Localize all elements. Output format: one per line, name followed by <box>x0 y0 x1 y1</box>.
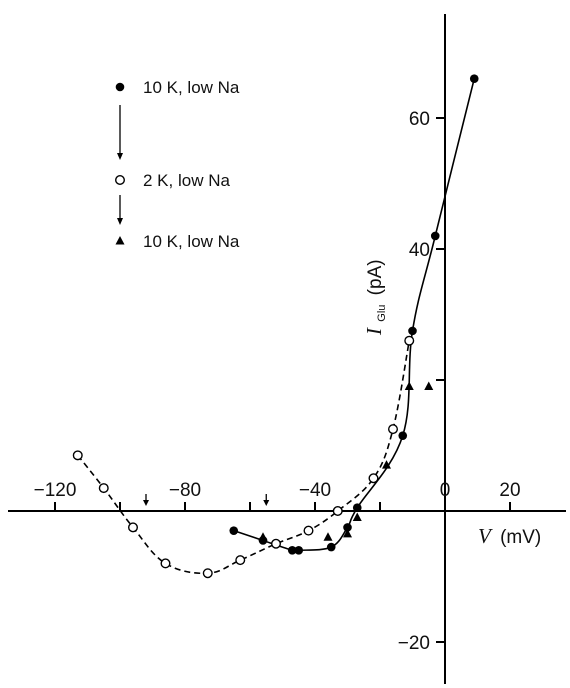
filled-triangle-point <box>424 381 434 391</box>
series-line-2 <box>77 340 411 575</box>
marker-arrow-head <box>143 500 149 506</box>
x-axis-unit: (mV) <box>500 527 541 548</box>
filled-circle-point <box>229 526 239 535</box>
legend-marker-filled-triangle <box>115 236 125 245</box>
x-tick-label: 0 <box>440 480 451 501</box>
legend-label: 10 K, low Na <box>143 78 240 97</box>
x-tick-label: −80 <box>169 480 201 501</box>
open-circle-point <box>72 450 83 461</box>
legend-label: 10 K, low Na <box>143 232 240 251</box>
open-circle-point <box>160 558 171 569</box>
filled-circle-point <box>287 546 297 555</box>
filled-triangle-point <box>343 528 352 538</box>
y-tick-label: 40 <box>409 240 430 261</box>
y-tick-label: −20 <box>398 633 430 654</box>
filled-circle-point <box>294 546 304 555</box>
filled-triangle-point <box>352 512 362 522</box>
legend-arrow-head <box>117 218 123 225</box>
open-circle-point <box>127 522 138 533</box>
open-circle-point <box>235 555 246 566</box>
marker-arrow-head <box>263 500 270 506</box>
filled-circle-point <box>408 326 417 336</box>
y-axis-unit: (pA) <box>365 259 386 295</box>
open-circle-point <box>404 335 415 346</box>
filled-triangle-point <box>382 460 391 469</box>
open-circle-point <box>271 538 282 549</box>
filled-circle-point <box>352 503 362 513</box>
x-tick-label: −120 <box>34 480 77 501</box>
filled-triangle-point <box>323 532 333 541</box>
series-line-1 <box>233 78 476 553</box>
y-axis-subscript: Glu <box>376 305 388 322</box>
filled-triangle-point <box>258 532 268 541</box>
filled-circle-point <box>343 523 352 532</box>
filled-triangle-point <box>404 381 414 391</box>
x-axis-variable: V <box>478 524 493 548</box>
open-circle-point <box>368 473 379 484</box>
open-circle-point <box>98 483 109 494</box>
filled-circle-point <box>326 542 336 552</box>
legend-arrow-head <box>117 153 123 160</box>
open-circle-point <box>303 525 314 536</box>
x-tick-label: 20 <box>499 480 520 501</box>
open-circle-point <box>388 424 399 435</box>
axes: −120 −80 −40 0 20 −20 40 60 <box>8 14 566 684</box>
legend-marker-open-circle <box>114 174 125 185</box>
y-axis-label: I Glu (pA) <box>362 259 390 336</box>
filled-circle-point <box>469 74 479 83</box>
legend: 10 K, low Na 2 K, low Na 10 K, low Na <box>114 78 240 251</box>
legend-marker-filled-circle <box>115 82 125 92</box>
legend-label: 2 K, low Na <box>143 171 230 190</box>
y-axis-variable: I <box>362 327 386 336</box>
filled-circle-point <box>398 431 408 440</box>
data-points <box>72 74 479 579</box>
y-tick-label: 60 <box>409 109 430 130</box>
filled-circle-point <box>430 231 440 241</box>
open-circle-point <box>202 568 213 579</box>
series-lines <box>77 78 476 575</box>
x-axis-label: V (mV) <box>478 524 541 548</box>
open-circle-point <box>332 506 343 517</box>
x-tick-label: −40 <box>299 480 331 501</box>
